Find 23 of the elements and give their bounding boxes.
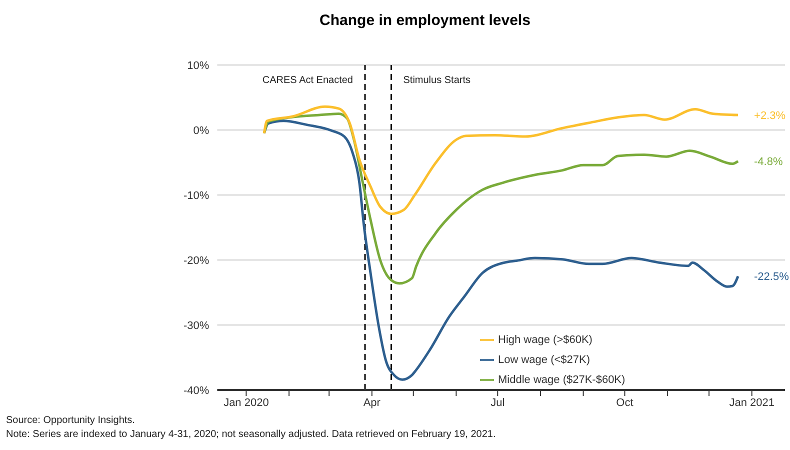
y-tick-label: 0% <box>193 124 210 137</box>
x-tick-label: Jul <box>490 396 505 409</box>
y-tick-label: 10% <box>187 60 210 72</box>
source-note: Source: Opportunity Insights. <box>6 414 136 428</box>
annotation: -4.8% <box>754 156 783 168</box>
legend-label: Low wage (<$27K) <box>498 354 590 366</box>
annotation: +2.3% <box>754 110 786 122</box>
ref-line-label: Stimulus Starts <box>403 75 471 86</box>
x-tick-label: Apr <box>363 396 381 409</box>
line-series <box>262 105 740 216</box>
y-tick-label: -20% <box>184 254 210 267</box>
ref-line-label: CARES Act Enacted <box>262 75 354 86</box>
x-tick-label: Jan 2021 <box>729 396 774 409</box>
legend-label: Middle wage ($27K-$60K) <box>498 374 626 386</box>
x-tick-label: Oct <box>616 396 634 409</box>
annotation: -22.5% <box>754 271 790 284</box>
y-tick-label: -10% <box>184 190 210 202</box>
y-tick-label: -30% <box>184 320 210 332</box>
y-tick-label: -40% <box>184 384 210 397</box>
legend-label: High wage (>$60K) <box>498 334 592 346</box>
text: Note: Series are indexed to January 4-31, 2020; not seasonally adjusted. Data retrieved on February 19, 2021. <box>6 428 497 442</box>
chart-title: Change in employment levels <box>318 10 532 30</box>
x-tick-label: Jan 2020 <box>224 396 269 409</box>
